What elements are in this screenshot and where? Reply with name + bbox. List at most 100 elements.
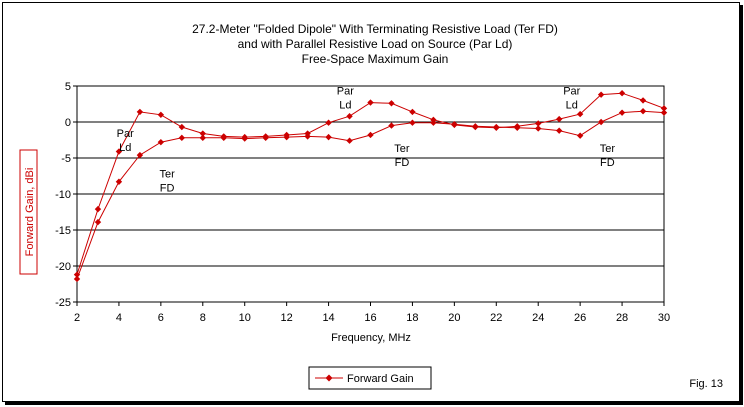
data-point xyxy=(409,119,416,126)
annotation-text: Ld xyxy=(119,142,131,154)
y-axis: 5 0 -5 -10 -15 -20 -25 xyxy=(55,81,77,309)
data-point xyxy=(639,97,647,104)
y-tick-label: -5 xyxy=(61,153,71,165)
chart-title: 27.2-Meter "Folded Dipole" With Terminat… xyxy=(192,22,558,66)
gridlines xyxy=(77,121,664,267)
series-par-ld xyxy=(73,90,668,278)
x-axis: 2 4 6 8 10 12 14 16 18 20 22 24 26 28 30 xyxy=(74,302,670,324)
y-tick-label: -20 xyxy=(55,261,71,273)
data-point xyxy=(115,178,123,185)
annotation-text: Ter xyxy=(600,143,616,155)
data-point xyxy=(346,137,353,144)
x-tick-label: 30 xyxy=(658,312,670,324)
data-point xyxy=(535,125,542,132)
annotation-text: FD xyxy=(160,182,175,194)
legend: Forward Gain xyxy=(308,366,432,390)
data-point xyxy=(660,109,668,116)
annotation-text: Ld xyxy=(339,100,351,112)
x-tick-label: 16 xyxy=(364,312,376,324)
x-tick-label: 20 xyxy=(448,312,460,324)
data-point xyxy=(618,90,626,97)
y-tick-label: -10 xyxy=(55,189,71,201)
x-axis-label: Frequency, MHz xyxy=(331,332,411,344)
data-point xyxy=(493,123,500,131)
y-axis-label-box: Forward Gain, dBi xyxy=(19,149,38,275)
data-point xyxy=(388,100,395,107)
data-point xyxy=(94,218,102,226)
data-point xyxy=(220,134,227,142)
x-tick-label: 24 xyxy=(532,312,544,324)
x-tick-label: 6 xyxy=(158,312,164,324)
data-point xyxy=(304,133,311,140)
y-tick-label: -15 xyxy=(55,225,71,237)
data-point xyxy=(430,119,437,126)
y-tick-label: 5 xyxy=(65,81,71,93)
figure-number: Fig. 13 xyxy=(689,378,723,390)
annotation-text: FD xyxy=(600,157,615,169)
data-point xyxy=(199,134,206,142)
x-tick-label: 28 xyxy=(616,312,628,324)
data-point xyxy=(136,151,144,159)
data-point xyxy=(514,124,521,131)
y-axis-label: Forward Gain, dBi xyxy=(24,168,36,257)
data-point xyxy=(178,134,186,142)
x-tick-label: 14 xyxy=(322,312,334,324)
data-point xyxy=(388,122,395,129)
annotation-text: Ter xyxy=(160,168,176,180)
data-point xyxy=(367,99,374,106)
annotation-text: Ld xyxy=(566,100,578,112)
annotation-text: Ter xyxy=(394,143,410,155)
x-tick-label: 4 xyxy=(116,312,122,324)
data-point xyxy=(157,138,165,146)
data-point xyxy=(660,105,668,112)
data-point xyxy=(73,275,81,283)
data-point xyxy=(346,113,353,120)
legend-label: Forward Gain xyxy=(347,373,414,385)
series-group xyxy=(73,90,668,283)
x-tick-label: 22 xyxy=(490,312,502,324)
data-point xyxy=(576,132,584,139)
data-point xyxy=(597,91,605,98)
y-tick-label: -25 xyxy=(55,297,71,309)
annotation-text: Par xyxy=(337,86,354,98)
data-point xyxy=(555,127,563,134)
data-point xyxy=(283,133,290,141)
x-tick-label: 2 xyxy=(74,312,80,324)
data-point xyxy=(409,108,416,116)
data-point xyxy=(115,148,123,155)
data-point xyxy=(472,123,479,130)
data-point xyxy=(325,133,332,141)
chart-title-line-2: and with Parallel Resistive Load on Sour… xyxy=(238,37,513,51)
annotation-text: Par xyxy=(117,128,134,140)
x-tick-label: 26 xyxy=(574,312,586,324)
data-point xyxy=(241,135,248,142)
chart-title-line-1: 27.2-Meter "Folded Dipole" With Terminat… xyxy=(192,22,558,36)
data-point xyxy=(597,118,605,126)
data-point xyxy=(199,130,206,137)
data-point xyxy=(157,111,165,118)
x-tick-label: 10 xyxy=(239,312,251,324)
data-point xyxy=(73,271,81,278)
y-tick-label: 0 xyxy=(65,117,71,129)
data-point xyxy=(262,134,269,142)
data-point xyxy=(639,108,647,115)
x-tick-label: 8 xyxy=(200,312,206,324)
data-point xyxy=(367,131,374,139)
annotation-text: Par xyxy=(563,86,580,98)
annotations: Par Ld Ter FD Par Ld Ter FD Par Ld Ter FD xyxy=(117,86,616,195)
data-point xyxy=(451,120,458,128)
data-point xyxy=(535,120,542,127)
data-point xyxy=(555,115,563,123)
data-point xyxy=(178,123,186,131)
data-point xyxy=(576,110,584,118)
data-point xyxy=(618,109,626,116)
legend-marker xyxy=(325,374,333,382)
series-ter-fd xyxy=(73,108,668,283)
x-tick-label: 18 xyxy=(406,312,418,324)
chart-title-line-3: Free-Space Maximum Gain xyxy=(302,52,449,66)
x-tick-label: 12 xyxy=(281,312,293,324)
data-point xyxy=(136,108,144,116)
annotation-text: FD xyxy=(395,157,410,169)
data-point xyxy=(325,119,332,126)
